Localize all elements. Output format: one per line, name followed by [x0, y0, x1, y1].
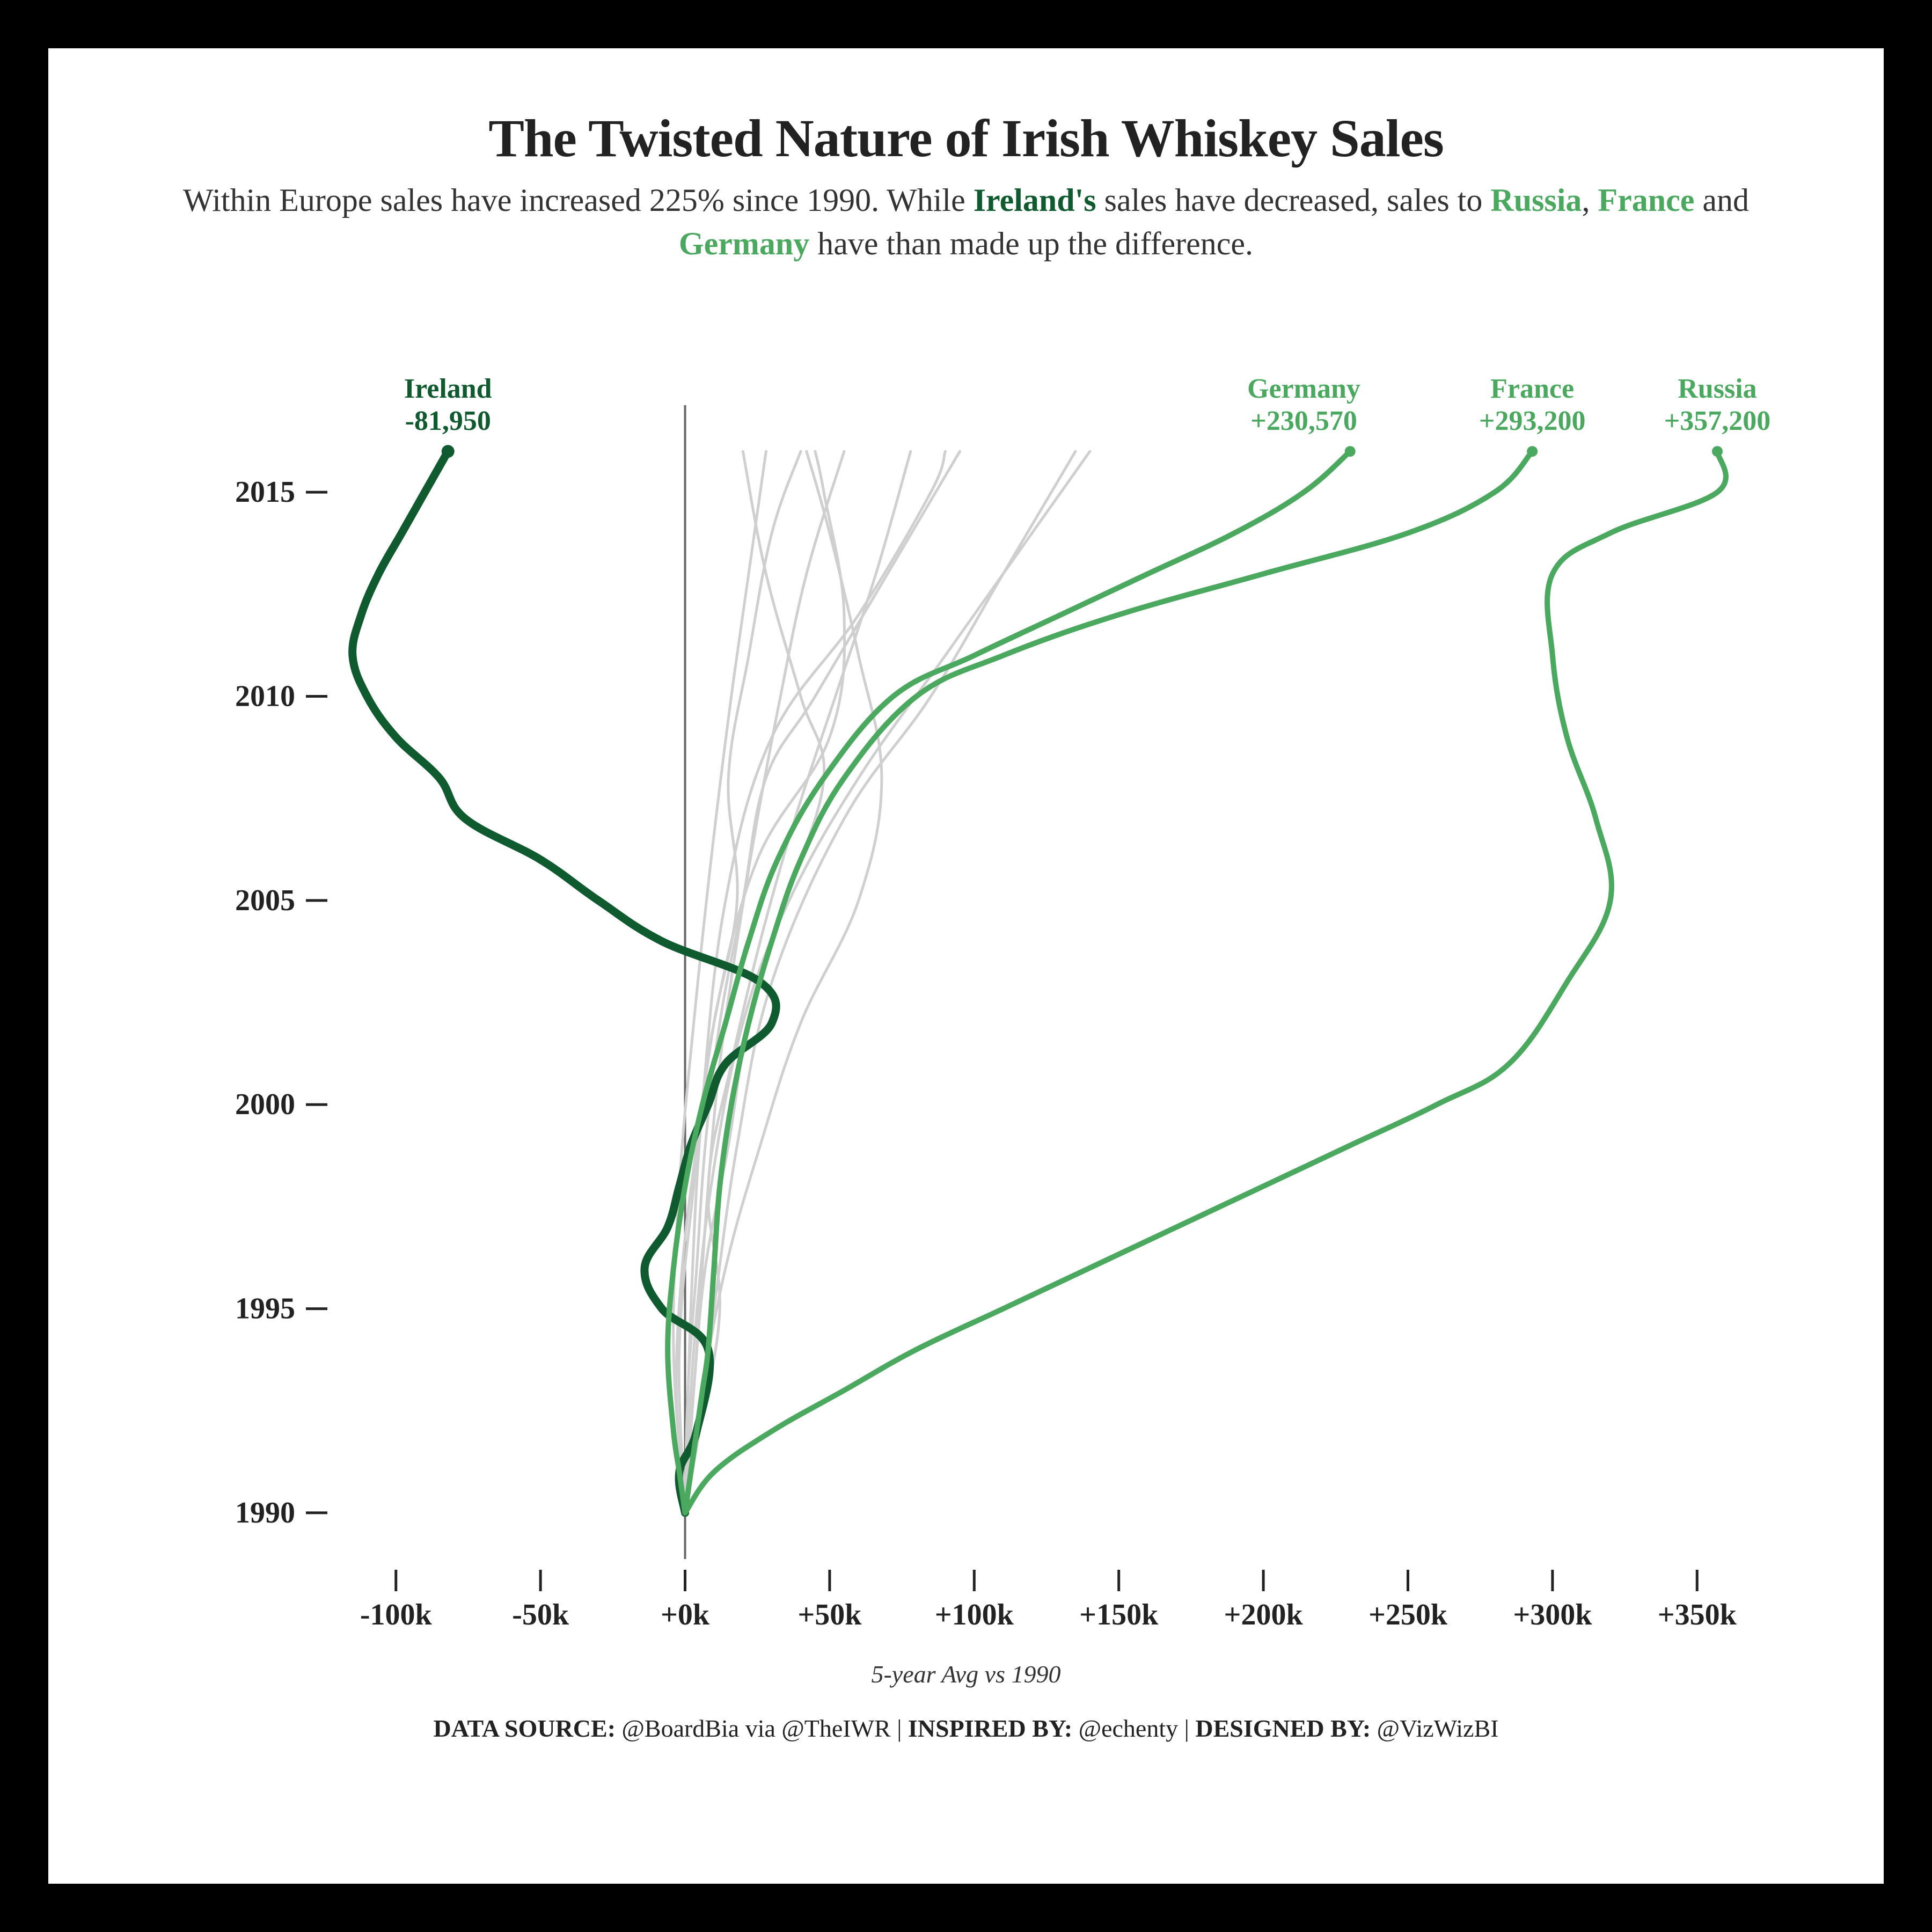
series-endpoint-france	[1527, 446, 1538, 457]
x-tick-label: +300k	[1513, 1598, 1592, 1631]
x-tick-label: -100k	[360, 1598, 433, 1631]
x-tick-label: +50k	[797, 1598, 862, 1631]
series-value-germany: +230,570	[1250, 406, 1357, 436]
y-tick-label: 2000	[235, 1088, 295, 1121]
highlight-russia: Russia	[1490, 182, 1582, 218]
series-line-germany	[668, 451, 1350, 1513]
chart-subtitle: Within Europe sales have increased 225% …	[134, 179, 1798, 266]
series-value-russia: +357,200	[1664, 406, 1771, 436]
series-endpoint-russia	[1712, 446, 1723, 457]
subtitle-end: have than made up the difference.	[809, 226, 1253, 261]
highlight-germany: Germany	[679, 226, 809, 261]
series-title-germany: Germany	[1247, 374, 1360, 404]
credits-des-label: DESIGNED BY:	[1195, 1715, 1371, 1742]
series-title-france: France	[1490, 374, 1574, 404]
x-tick-label: +100k	[935, 1598, 1014, 1631]
x-tick-label: +200k	[1224, 1598, 1304, 1631]
subtitle-and: and	[1694, 182, 1749, 218]
series-value-ireland: -81,950	[405, 406, 491, 436]
y-tick-label: 2015	[235, 475, 295, 509]
credits-ds-label: DATA SOURCE:	[434, 1715, 616, 1742]
chart-area: Ireland-81,950 Germany+230,570 France+293,…	[145, 298, 1787, 1650]
background-line	[685, 451, 1090, 1513]
highlight-ireland: Ireland's	[974, 182, 1096, 218]
subtitle-sep: ,	[1582, 182, 1598, 218]
background-line	[674, 451, 766, 1513]
x-axis-caption: 5-year Avg vs 1990	[48, 1660, 1884, 1688]
y-tick-label: 1990	[235, 1496, 295, 1529]
y-tick-label: 2010	[235, 680, 295, 713]
subtitle-text: sales have decreased, sales to	[1096, 182, 1491, 218]
series-endpoint-germany	[1345, 446, 1356, 457]
credits-sep: |	[1184, 1715, 1196, 1742]
credits-line: DATA SOURCE: @BoardBia via @TheIWR | INS…	[48, 1714, 1884, 1743]
x-tick-label: +250k	[1368, 1598, 1448, 1631]
y-tick-label: 1995	[235, 1292, 295, 1326]
credits-des-value: @VizWizBI	[1377, 1715, 1499, 1742]
x-tick-label: +0k	[661, 1598, 710, 1631]
series-endpoint-ireland	[442, 445, 455, 458]
credits-sep: |	[897, 1715, 908, 1742]
series-title-ireland: Ireland	[404, 374, 492, 404]
y-tick-label: 2005	[235, 884, 295, 917]
credits-insp-label: INSPIRED BY:	[908, 1715, 1072, 1742]
x-tick-label: +350k	[1658, 1598, 1737, 1631]
x-tick-label: -50k	[512, 1598, 569, 1631]
chart-title: The Twisted Nature of Irish Whiskey Sale…	[91, 107, 1841, 169]
highlight-france: France	[1598, 182, 1694, 218]
subtitle-text: Within Europe sales have increased 225% …	[183, 182, 974, 218]
series-value-france: +293,200	[1479, 406, 1586, 436]
series-line-russia	[685, 451, 1726, 1513]
series-title-russia: Russia	[1678, 374, 1757, 404]
background-line	[685, 451, 960, 1513]
credits-ds-value: @BoardBia via @TheIWR	[622, 1715, 891, 1742]
chart-svg: Ireland-81,950 Germany+230,570 France+293,…	[145, 298, 1787, 1650]
series-line-france	[685, 451, 1533, 1513]
credits-insp-value: @echenty	[1079, 1715, 1178, 1742]
x-tick-label: +150k	[1079, 1598, 1159, 1631]
